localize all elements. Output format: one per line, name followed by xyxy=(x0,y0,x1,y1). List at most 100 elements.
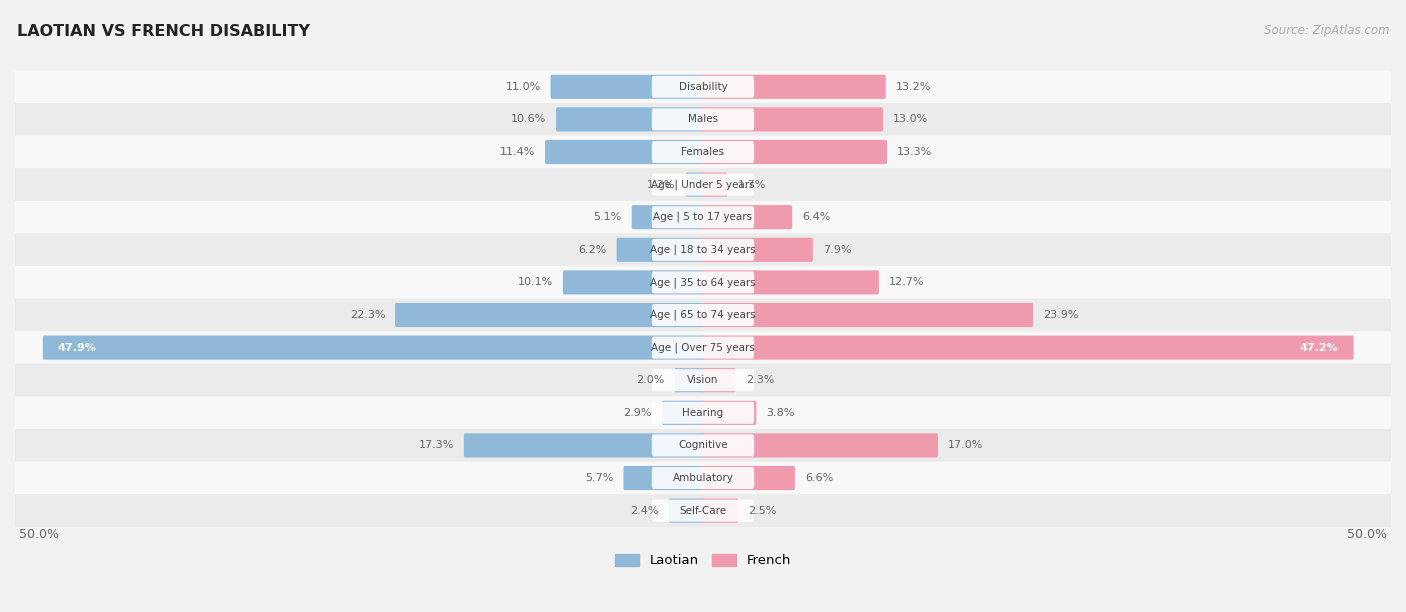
FancyBboxPatch shape xyxy=(675,368,704,392)
FancyBboxPatch shape xyxy=(15,136,1391,168)
FancyBboxPatch shape xyxy=(15,461,1391,494)
FancyBboxPatch shape xyxy=(551,75,704,99)
Text: 17.3%: 17.3% xyxy=(419,441,454,450)
FancyBboxPatch shape xyxy=(546,140,704,164)
Text: 50.0%: 50.0% xyxy=(20,528,59,540)
FancyBboxPatch shape xyxy=(702,335,1354,360)
FancyBboxPatch shape xyxy=(652,402,754,424)
FancyBboxPatch shape xyxy=(15,397,1391,429)
FancyBboxPatch shape xyxy=(617,237,704,262)
FancyBboxPatch shape xyxy=(652,206,754,228)
Text: Females: Females xyxy=(682,147,724,157)
FancyBboxPatch shape xyxy=(669,499,704,523)
FancyBboxPatch shape xyxy=(662,401,704,425)
FancyBboxPatch shape xyxy=(685,173,704,196)
FancyBboxPatch shape xyxy=(702,140,887,164)
FancyBboxPatch shape xyxy=(15,364,1391,397)
Text: 13.2%: 13.2% xyxy=(896,82,931,92)
Text: Ambulatory: Ambulatory xyxy=(672,473,734,483)
Text: 11.0%: 11.0% xyxy=(505,82,541,92)
FancyBboxPatch shape xyxy=(15,168,1391,201)
Text: Vision: Vision xyxy=(688,375,718,385)
FancyBboxPatch shape xyxy=(652,369,754,391)
Text: 3.8%: 3.8% xyxy=(766,408,794,418)
FancyBboxPatch shape xyxy=(652,337,754,359)
Text: Cognitive: Cognitive xyxy=(678,441,728,450)
FancyBboxPatch shape xyxy=(42,335,704,360)
FancyBboxPatch shape xyxy=(464,433,704,458)
Text: 2.5%: 2.5% xyxy=(748,506,776,516)
Text: 12.7%: 12.7% xyxy=(889,277,924,288)
Text: 5.1%: 5.1% xyxy=(593,212,621,222)
Text: 6.2%: 6.2% xyxy=(578,245,606,255)
FancyBboxPatch shape xyxy=(631,205,704,230)
FancyBboxPatch shape xyxy=(702,466,794,490)
FancyBboxPatch shape xyxy=(702,401,756,425)
FancyBboxPatch shape xyxy=(652,499,754,521)
Text: 1.7%: 1.7% xyxy=(737,179,766,190)
FancyBboxPatch shape xyxy=(555,107,704,132)
FancyBboxPatch shape xyxy=(15,103,1391,136)
FancyBboxPatch shape xyxy=(702,173,727,196)
Text: 10.6%: 10.6% xyxy=(510,114,546,124)
Text: 2.4%: 2.4% xyxy=(630,506,659,516)
Legend: Laotian, French: Laotian, French xyxy=(610,549,796,573)
FancyBboxPatch shape xyxy=(652,304,754,326)
Text: 11.4%: 11.4% xyxy=(499,147,536,157)
Text: 17.0%: 17.0% xyxy=(948,441,983,450)
Text: 13.0%: 13.0% xyxy=(893,114,928,124)
Text: Age | 18 to 34 years: Age | 18 to 34 years xyxy=(650,245,756,255)
Text: 2.3%: 2.3% xyxy=(745,375,775,385)
FancyBboxPatch shape xyxy=(702,271,879,294)
Text: Age | 65 to 74 years: Age | 65 to 74 years xyxy=(650,310,756,320)
Text: Source: ZipAtlas.com: Source: ZipAtlas.com xyxy=(1264,24,1389,37)
FancyBboxPatch shape xyxy=(652,271,754,293)
FancyBboxPatch shape xyxy=(623,466,704,490)
Text: 50.0%: 50.0% xyxy=(1347,528,1386,540)
FancyBboxPatch shape xyxy=(652,239,754,261)
Text: 1.2%: 1.2% xyxy=(647,179,675,190)
Text: Age | Over 75 years: Age | Over 75 years xyxy=(651,342,755,353)
Text: 2.9%: 2.9% xyxy=(624,408,652,418)
FancyBboxPatch shape xyxy=(702,107,883,132)
Text: 13.3%: 13.3% xyxy=(897,147,932,157)
FancyBboxPatch shape xyxy=(15,266,1391,299)
FancyBboxPatch shape xyxy=(15,429,1391,461)
FancyBboxPatch shape xyxy=(15,331,1391,364)
FancyBboxPatch shape xyxy=(702,303,1033,327)
FancyBboxPatch shape xyxy=(395,303,704,327)
Text: 5.7%: 5.7% xyxy=(585,473,613,483)
Text: 47.2%: 47.2% xyxy=(1301,343,1339,353)
Text: 6.4%: 6.4% xyxy=(801,212,831,222)
Text: 10.1%: 10.1% xyxy=(517,277,553,288)
FancyBboxPatch shape xyxy=(652,76,754,98)
FancyBboxPatch shape xyxy=(15,70,1391,103)
Text: Age | 5 to 17 years: Age | 5 to 17 years xyxy=(654,212,752,222)
FancyBboxPatch shape xyxy=(652,141,754,163)
FancyBboxPatch shape xyxy=(15,201,1391,234)
FancyBboxPatch shape xyxy=(15,299,1391,331)
FancyBboxPatch shape xyxy=(15,234,1391,266)
FancyBboxPatch shape xyxy=(652,108,754,130)
Text: 2.0%: 2.0% xyxy=(636,375,665,385)
Text: Hearing: Hearing xyxy=(682,408,724,418)
FancyBboxPatch shape xyxy=(15,494,1391,527)
FancyBboxPatch shape xyxy=(652,435,754,457)
FancyBboxPatch shape xyxy=(702,237,813,262)
Text: Disability: Disability xyxy=(679,82,727,92)
Text: 47.9%: 47.9% xyxy=(58,343,97,353)
Text: LAOTIAN VS FRENCH DISABILITY: LAOTIAN VS FRENCH DISABILITY xyxy=(17,24,309,40)
Text: Age | 35 to 64 years: Age | 35 to 64 years xyxy=(650,277,756,288)
FancyBboxPatch shape xyxy=(562,271,704,294)
FancyBboxPatch shape xyxy=(702,75,886,99)
FancyBboxPatch shape xyxy=(652,174,754,196)
Text: 7.9%: 7.9% xyxy=(823,245,851,255)
Text: 22.3%: 22.3% xyxy=(350,310,385,320)
FancyBboxPatch shape xyxy=(652,467,754,489)
FancyBboxPatch shape xyxy=(702,499,738,523)
FancyBboxPatch shape xyxy=(702,205,792,230)
FancyBboxPatch shape xyxy=(702,368,735,392)
Text: 6.6%: 6.6% xyxy=(804,473,834,483)
Text: Males: Males xyxy=(688,114,718,124)
FancyBboxPatch shape xyxy=(702,433,938,458)
